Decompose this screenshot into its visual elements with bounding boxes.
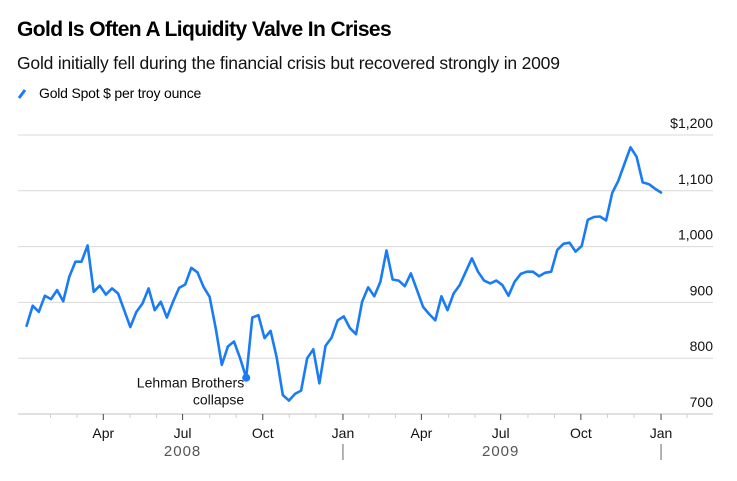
x-tick-label: Oct (570, 425, 592, 441)
legend: Gold Spot $ per troy ounce (16, 85, 201, 101)
x-tick-label: Apr (92, 425, 114, 441)
y-tick-label: 700 (690, 394, 714, 410)
x-tick-label: Oct (252, 425, 274, 441)
x-tick-label: Jan (332, 425, 355, 441)
chart-title: Gold Is Often A Liquidity Valve In Crise… (17, 18, 392, 41)
legend-label: Gold Spot $ per troy ounce (39, 85, 202, 101)
y-tick-label: 800 (690, 338, 714, 354)
gold-price-line (25, 146, 663, 402)
annotation-label: collapse (193, 392, 245, 408)
line-swatch-icon (16, 85, 30, 101)
year-label: 2008 (164, 443, 201, 460)
year-label: 2009 (482, 443, 519, 460)
y-tick-label: 1,000 (678, 227, 713, 243)
y-tick-label: 1,100 (678, 171, 713, 187)
y-tick-label: 900 (690, 282, 714, 298)
y-tick-label: $1,200 (670, 115, 713, 131)
x-tick-label: Jul (492, 425, 510, 441)
x-tick-label: Apr (410, 425, 432, 441)
x-tick-label: Jul (174, 425, 192, 441)
x-tick-label: Jan (650, 425, 673, 441)
lehman-marker-dot (242, 373, 251, 382)
chart-subtitle: Gold initially fell during the financial… (17, 53, 560, 73)
annotation-label: Lehman Brothers (137, 375, 244, 391)
